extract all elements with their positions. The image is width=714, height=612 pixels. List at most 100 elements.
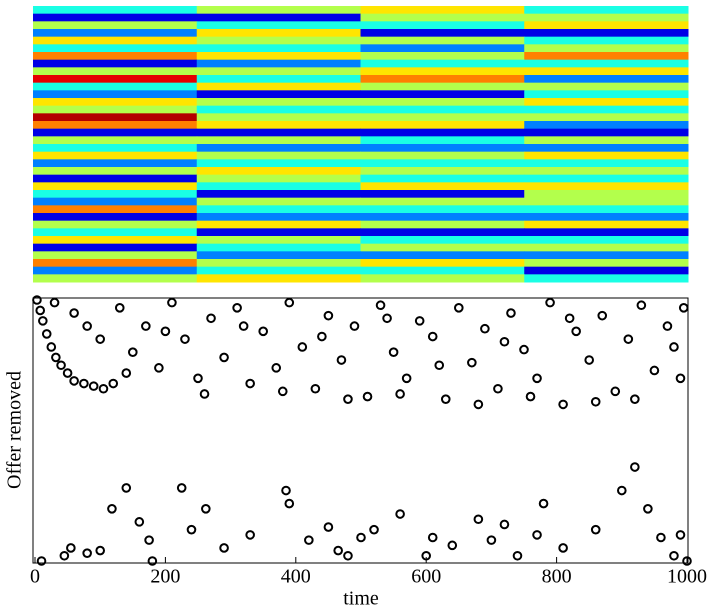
point <box>284 498 295 509</box>
point <box>219 352 229 363</box>
heatmap-cell <box>33 59 198 68</box>
point <box>519 344 529 355</box>
heatmap-cell <box>196 52 361 61</box>
heatmap-cell <box>524 190 689 199</box>
heatmap-cell <box>360 136 525 145</box>
point <box>284 297 295 308</box>
heatmap-cell <box>524 136 689 145</box>
point <box>558 399 568 410</box>
x-tick-label: 800 <box>542 566 572 588</box>
point <box>643 504 653 514</box>
heatmap-cell <box>360 213 525 222</box>
heatmap-cell <box>524 13 689 22</box>
heatmap-cell <box>524 274 689 283</box>
point <box>317 331 327 342</box>
y-axis-label: Offer removed <box>4 371 26 489</box>
heatmap-cell <box>196 197 361 206</box>
point <box>525 391 536 402</box>
point <box>454 303 464 313</box>
heatmap-cell <box>360 274 525 283</box>
point <box>675 530 686 540</box>
x-tick-label: 400 <box>281 566 311 588</box>
heatmap-cell <box>33 259 198 268</box>
point <box>82 548 92 558</box>
heatmap-cell <box>524 213 689 222</box>
heatmap-cell <box>524 121 689 130</box>
heatmap-cell <box>33 29 198 38</box>
point <box>382 313 392 324</box>
heatmap-cell <box>196 59 361 68</box>
heatmap-cell <box>33 190 198 199</box>
point <box>473 399 484 410</box>
heatmap-cell <box>33 159 198 168</box>
heatmap-cell <box>33 121 198 130</box>
heatmap-cell <box>33 6 198 15</box>
point <box>304 535 314 545</box>
point <box>414 316 425 326</box>
point <box>375 300 386 311</box>
heatmap-cell <box>196 182 361 191</box>
point <box>558 543 568 553</box>
heatmap-cell <box>196 190 361 199</box>
point <box>134 517 145 527</box>
heatmap-cell <box>196 259 361 268</box>
heatmap-cell <box>196 151 361 160</box>
heatmap-cell <box>33 105 198 114</box>
heatmap-cell <box>33 197 198 206</box>
point <box>147 556 158 566</box>
heatmap-cell <box>33 236 198 245</box>
point <box>343 394 353 404</box>
heatmap-cell <box>360 21 525 30</box>
heatmap-cell <box>196 159 361 168</box>
point <box>421 550 432 561</box>
heatmap-cell <box>196 121 361 130</box>
heatmap-cell <box>33 82 198 91</box>
heatmap-cell <box>524 159 689 168</box>
heatmap-cell <box>196 13 361 22</box>
heatmap-cell <box>196 36 361 45</box>
point <box>480 323 490 334</box>
point <box>532 373 542 384</box>
heatmap-cell <box>360 151 525 160</box>
heatmap-cell <box>196 243 361 252</box>
x-tick-label: 1000 <box>667 566 707 588</box>
point <box>349 321 360 331</box>
point <box>362 391 373 402</box>
point <box>682 556 692 566</box>
point <box>336 355 347 365</box>
heatmap-cell <box>360 220 525 229</box>
point <box>121 483 132 493</box>
point <box>656 532 666 543</box>
point <box>369 524 379 535</box>
point <box>297 342 308 352</box>
point <box>245 378 255 389</box>
heatmap-cell <box>360 82 525 91</box>
heatmap-cell <box>196 266 361 275</box>
heatmap-cell <box>196 44 361 53</box>
point <box>630 462 640 472</box>
heatmap-cell <box>524 251 689 260</box>
point <box>141 321 151 331</box>
point <box>232 303 242 313</box>
heatmap-cell <box>524 75 689 84</box>
point <box>440 394 451 404</box>
heatmap-cell <box>196 98 361 107</box>
heatmap-cell <box>196 29 361 38</box>
point <box>401 373 412 384</box>
point <box>649 365 660 376</box>
heatmap-cell <box>33 251 198 260</box>
point <box>636 300 647 311</box>
heatmap-cell <box>33 21 198 30</box>
heatmap-cell <box>33 182 198 191</box>
heatmap-cell <box>360 36 525 45</box>
heatmap-cell <box>524 236 689 245</box>
point <box>323 522 334 532</box>
point <box>584 355 595 365</box>
heatmap-cell <box>524 205 689 214</box>
point <box>154 363 164 373</box>
heatmap-cell <box>33 274 198 283</box>
heatmap-cell <box>524 174 689 183</box>
heatmap-cell <box>196 274 361 283</box>
heatmap-cell <box>196 105 361 114</box>
point <box>277 386 288 397</box>
